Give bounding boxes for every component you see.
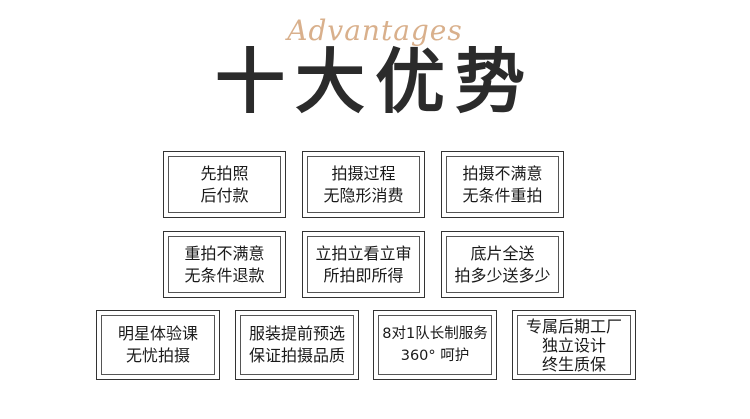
advantage-card-7: 明星体验课 无忧拍摄: [96, 310, 220, 380]
advantage-line: 服装提前预选: [248, 324, 345, 343]
advantage-line: 保证拍摄品质: [248, 346, 345, 365]
advantage-card-9: 8对1队长制服务 360° 呵护: [373, 310, 497, 380]
advantage-line: 拍摄过程: [331, 163, 396, 183]
advantage-line: 无条件退款: [184, 265, 265, 285]
advantage-line: 先拍照: [200, 163, 249, 183]
advantage-card-2: 拍摄过程 无隐形消费: [302, 151, 425, 218]
advantage-line: 终生质保: [541, 354, 606, 374]
advantage-card-5: 立拍立看立审 所拍即所得: [302, 231, 425, 298]
advantage-line: 无条件重拍: [462, 185, 543, 205]
advantage-line: 独立设计: [541, 335, 606, 355]
advantage-card-10: 专属后期工厂 独立设计 终生质保: [512, 310, 636, 380]
advantage-line: 拍多少送多少: [454, 265, 551, 285]
page-title: 十大优势: [215, 40, 535, 123]
advantage-line: 立拍立看立审: [315, 243, 412, 263]
advantages-script-title: Advantages: [287, 14, 463, 47]
advantage-line: 所拍即所得: [323, 265, 404, 285]
advantage-line: 专属后期工厂: [525, 316, 622, 336]
advantage-line: 8对1队长制服务: [382, 326, 488, 342]
advantage-line: 底片全送: [470, 243, 535, 263]
advantage-line: 明星体验课: [117, 324, 198, 343]
advantage-line: 重拍不满意: [184, 243, 265, 263]
advantage-card-3: 拍摄不满意 无条件重拍: [441, 151, 564, 218]
advantage-card-6: 底片全送 拍多少送多少: [441, 231, 564, 298]
advantage-line: 无忧拍摄: [125, 346, 190, 365]
advantage-card-8: 服装提前预选 保证拍摄品质: [235, 310, 359, 380]
advantage-line: 拍摄不满意: [462, 163, 543, 183]
advantage-line: 360° 呵护: [400, 348, 470, 364]
advantage-line: 后付款: [200, 185, 249, 205]
advantage-card-4: 重拍不满意 无条件退款: [163, 231, 286, 298]
advantage-card-1: 先拍照 后付款: [163, 151, 286, 218]
advantage-line: 无隐形消费: [323, 185, 404, 205]
